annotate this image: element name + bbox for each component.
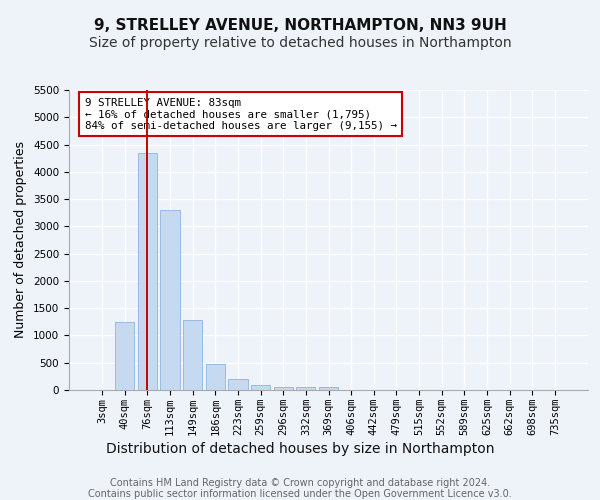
Text: Size of property relative to detached houses in Northampton: Size of property relative to detached ho…	[89, 36, 511, 50]
Bar	[183, 320, 202, 390]
Text: 9 STRELLEY AVENUE: 83sqm
← 16% of detached houses are smaller (1,795)
84% of sem: 9 STRELLEY AVENUE: 83sqm ← 16% of detach…	[85, 98, 397, 130]
Text: 9, STRELLEY AVENUE, NORTHAMPTON, NN3 9UH: 9, STRELLEY AVENUE, NORTHAMPTON, NN3 9UH	[94, 18, 506, 32]
Bar	[160, 210, 180, 390]
Bar	[296, 388, 316, 390]
Bar	[138, 152, 157, 390]
Bar	[206, 364, 225, 390]
Bar	[251, 385, 270, 390]
Text: Distribution of detached houses by size in Northampton: Distribution of detached houses by size …	[106, 442, 494, 456]
Y-axis label: Number of detached properties: Number of detached properties	[14, 142, 28, 338]
Text: Contains public sector information licensed under the Open Government Licence v3: Contains public sector information licen…	[88, 489, 512, 499]
Bar	[115, 322, 134, 390]
Bar	[319, 387, 338, 390]
Bar	[229, 379, 248, 390]
Text: Contains HM Land Registry data © Crown copyright and database right 2024.: Contains HM Land Registry data © Crown c…	[110, 478, 490, 488]
Bar	[274, 386, 293, 390]
